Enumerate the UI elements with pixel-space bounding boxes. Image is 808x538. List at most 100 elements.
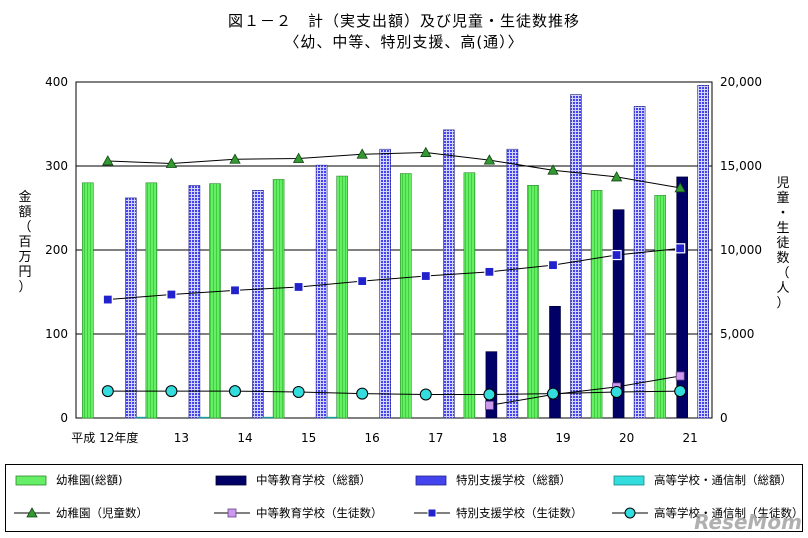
kindergarten-count-point bbox=[674, 182, 686, 193]
legend-symbol bbox=[15, 475, 47, 486]
x-tick-label: 18 bbox=[492, 431, 507, 445]
secondary-bar bbox=[612, 209, 625, 419]
special-count-point bbox=[547, 260, 559, 271]
y-left-tick-label: 0 bbox=[60, 411, 68, 425]
kindergarten-bar bbox=[272, 179, 285, 419]
special-count-point bbox=[675, 243, 686, 254]
kindergarten-bar bbox=[82, 182, 94, 419]
y-left-tick-label: 300 bbox=[45, 159, 68, 173]
highschool-count-point bbox=[547, 387, 559, 400]
special-count-line bbox=[107, 247, 681, 301]
x-tick-label: 16 bbox=[365, 431, 380, 445]
kindergarten-count-point bbox=[356, 148, 368, 159]
kindergarten-bar bbox=[336, 175, 349, 419]
special-count-point bbox=[102, 294, 113, 305]
special-count-point bbox=[484, 266, 495, 277]
kindergarten-count-point bbox=[420, 146, 432, 157]
legend-label: 特別支援学校（生徒数） bbox=[456, 506, 583, 520]
chart-title: 図１－２ 計（実支出額）及び児童・生徒数推移 bbox=[227, 12, 580, 30]
highschool-count-point bbox=[610, 385, 623, 398]
kindergarten-bar bbox=[527, 185, 539, 419]
legend-symbol bbox=[215, 475, 247, 486]
kindergarten-bar bbox=[590, 190, 603, 419]
highschool-count-point bbox=[674, 385, 687, 398]
highschool-bar bbox=[135, 416, 147, 419]
x-tick-label: 20 bbox=[619, 431, 634, 445]
chart-plot: 0 100 200 300 400 0 5,000 10,000 15,000 20,000 平成 … bbox=[45, 75, 762, 445]
special-count-point bbox=[420, 270, 431, 282]
highschool-count-point bbox=[356, 387, 369, 400]
kindergarten-count-line bbox=[107, 152, 681, 189]
watermark-logo: ReseMom bbox=[694, 510, 802, 534]
special-bar bbox=[315, 164, 328, 419]
special-bar bbox=[252, 190, 264, 419]
kindergarten-count-point bbox=[292, 152, 305, 163]
special-bar bbox=[125, 197, 137, 419]
x-tick-label: 平成 12年度 bbox=[71, 430, 138, 445]
y-left-tick-label: 200 bbox=[45, 243, 68, 257]
special-bar bbox=[506, 148, 519, 419]
y-left-tick-label: 100 bbox=[45, 327, 68, 341]
special-count-point bbox=[357, 275, 368, 287]
highschool-count-point bbox=[165, 385, 178, 398]
legend-symbol bbox=[14, 507, 50, 518]
kindergarten-count-point bbox=[229, 153, 241, 164]
special-bar bbox=[570, 94, 582, 419]
kindergarten-count-point bbox=[547, 164, 559, 175]
special-bar bbox=[697, 85, 710, 419]
kindergarten-count-point bbox=[610, 171, 623, 182]
special-count-point bbox=[611, 249, 622, 261]
legend-label: 高等学校・通信制（生徒数） bbox=[654, 506, 804, 520]
legend-label: 幼稚園(総額) bbox=[56, 473, 123, 487]
kindergarten-bar bbox=[145, 182, 158, 419]
legend-symbol bbox=[415, 475, 447, 486]
y-right-axis-label: 児童・生徒数（人） bbox=[776, 176, 790, 311]
secondary-bar bbox=[549, 305, 561, 419]
legend-label: 幼稚園（児童数） bbox=[56, 506, 148, 520]
legend: 幼稚園(総額) 中等教育学校（総額） 特別支援学校（総額） 高等学校・通信制（総額） 幼… bbox=[5, 464, 804, 532]
y-right-tick-label: 20,000 bbox=[720, 75, 762, 89]
x-tick-label: 17 bbox=[428, 431, 443, 445]
special-bar bbox=[188, 185, 201, 419]
special-bar bbox=[379, 148, 392, 419]
special-count-point bbox=[293, 281, 304, 293]
highschool-bar bbox=[262, 416, 274, 419]
y-right-tick-label: 0 bbox=[720, 411, 728, 425]
kindergarten-count-point bbox=[165, 157, 178, 168]
secondary-bar bbox=[676, 176, 689, 419]
special-count-point bbox=[166, 289, 177, 300]
legend-label: 中等教育学校（総額） bbox=[256, 473, 371, 487]
legend-label: 特別支援学校（総額） bbox=[456, 473, 571, 487]
special-count-point bbox=[229, 285, 241, 296]
x-tick-label: 19 bbox=[555, 431, 570, 445]
x-tick-label: 14 bbox=[237, 431, 252, 445]
y-left-axis-label: 金額（百万円） bbox=[18, 190, 32, 295]
legend-label: 中等教育学校（生徒数） bbox=[256, 506, 383, 520]
secondary-count-point bbox=[484, 400, 494, 410]
highschool-count-point bbox=[483, 388, 496, 401]
kindergarten-bar bbox=[463, 172, 476, 419]
kindergarten-bar bbox=[399, 173, 412, 419]
kindergarten-bar bbox=[654, 195, 667, 419]
secondary-count-line bbox=[489, 375, 681, 406]
highschool-count-point bbox=[292, 385, 305, 398]
special-bar bbox=[633, 106, 646, 419]
highschool-count-point bbox=[229, 385, 241, 398]
highschool-bar bbox=[325, 416, 338, 419]
highschool-count-point bbox=[101, 385, 114, 398]
x-tick-label: 21 bbox=[683, 431, 698, 445]
kindergarten-count-point bbox=[102, 155, 114, 166]
legend-label: 高等学校・通信制（総額） bbox=[654, 473, 792, 487]
legend-symbol bbox=[612, 507, 648, 519]
chart-subtitle: 〈幼、中等、特別支援、高(通）〉 bbox=[284, 33, 524, 51]
y-left-tick-label: 400 bbox=[45, 75, 68, 89]
kindergarten-bar bbox=[209, 183, 221, 419]
y-right-tick-label: 5,000 bbox=[720, 327, 754, 341]
highschool-count-point bbox=[419, 388, 432, 401]
kindergarten-count-point bbox=[483, 154, 496, 165]
secondary-bar bbox=[485, 351, 498, 419]
y-right-tick-label: 10,000 bbox=[720, 243, 762, 257]
highschool-bar bbox=[198, 416, 211, 419]
legend-symbol bbox=[214, 508, 250, 518]
legend-symbol bbox=[613, 475, 645, 486]
